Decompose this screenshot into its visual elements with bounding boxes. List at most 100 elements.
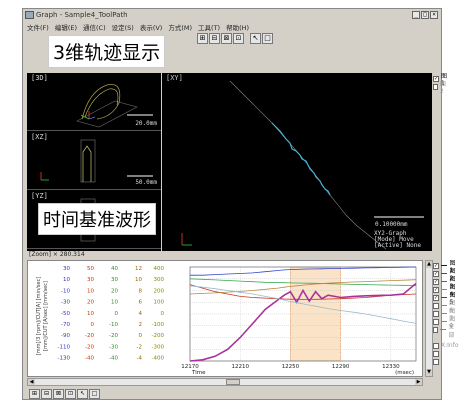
bottom-legend-label: 图4 <box>449 283 456 298</box>
pointer-icon[interactable]: ↖ <box>77 389 88 399</box>
scroll-left-icon[interactable]: ◀ <box>28 379 35 385</box>
y-tick-label: 10 <box>63 277 70 283</box>
menu-bar: 文件(F) 编辑(E) 通信(C) 设定(S) 表示(V) 方式(M) 工具(T… <box>23 21 441 32</box>
bottom-legend-item[interactable]: 图8 <box>433 316 459 330</box>
zoom-out-icon[interactable]: ⊟ <box>209 33 220 44</box>
y-tick-label: -10 <box>61 288 70 294</box>
main-trajectory-view[interactable]: [XY] 0.10000mm XY2-Graph [Mode] Move [Ac… <box>162 73 432 251</box>
fit-icon[interactable]: ⊡ <box>233 33 244 44</box>
callout-3d-trajectory: 3维轨迹显示 <box>48 35 166 68</box>
y-tick-label: 30 <box>87 277 94 283</box>
menu-help[interactable]: 帮助(H) <box>226 23 250 32</box>
bottom-legend-checkbox[interactable]: ✓ <box>433 278 439 285</box>
zoom-box-icon[interactable]: ⊠ <box>221 33 232 44</box>
menu-settings[interactable]: 设定(S) <box>111 23 134 32</box>
bottom-legend-checkbox[interactable] <box>433 350 439 357</box>
menu-file[interactable]: 文件(F) <box>27 23 49 32</box>
bottom-legend-checkbox[interactable] <box>433 318 439 325</box>
y-tick-label: 0 <box>161 311 165 317</box>
minimize-button[interactable]: _ <box>412 11 420 19</box>
scroll-thumb[interactable] <box>226 379 240 385</box>
x-tick-label: 12330 <box>382 364 400 370</box>
pointer-icon[interactable]: ↖ <box>250 33 261 44</box>
legend-swatch <box>441 280 448 283</box>
toolbar: ⊞ ⊟ ⊠ ⊡ ↖ □ <box>197 33 273 45</box>
bottom-legend-label: 图8 <box>449 315 456 330</box>
bottom-legend-item[interactable]: ✓ 图2 <box>433 268 459 282</box>
bottom-legend-label: 全部 <box>448 322 455 339</box>
y-tick-label: 50 <box>87 266 94 272</box>
bottom-legend-checkbox[interactable]: ✓ <box>433 286 439 293</box>
y-tick-label: 20 <box>111 288 118 294</box>
bottom-legend-checkbox[interactable] <box>433 302 439 309</box>
zoom-box-icon[interactable]: ⊠ <box>53 389 64 399</box>
y-tick-label: -70 <box>61 322 70 328</box>
time-waveform-chart[interactable]: 30 10 -10 -30 -50 -70 -90 -110 -130 50 30 10 20 10 0 -2… <box>27 260 423 377</box>
y-tick-label: 300 <box>154 277 165 283</box>
bottom-legend-item[interactable]: ✓ 图3 <box>433 276 459 290</box>
y-tick-label: -400 <box>152 356 165 362</box>
zoom-out-icon[interactable]: ⊟ <box>41 389 52 399</box>
menu-edit[interactable]: 编辑(E) <box>54 23 77 32</box>
bottom-legend-checkbox[interactable] <box>433 326 439 333</box>
bottom-legend-item[interactable] <box>433 350 459 357</box>
legend-swatch <box>441 264 448 267</box>
menu-view[interactable]: 表示(V) <box>139 23 163 32</box>
y-tick-label: 0 <box>115 311 119 317</box>
horizontal-scrollbar[interactable]: ◀ ▶ <box>27 378 423 386</box>
zoom-in-icon[interactable]: ⊞ <box>29 389 40 399</box>
y-tick-label: -300 <box>152 344 165 350</box>
bottom-legend-checkbox[interactable]: ✓ <box>433 294 439 301</box>
bottom-legend-checkbox[interactable] <box>433 310 439 317</box>
view-3d[interactable]: [3D] 20.0mm <box>27 73 161 131</box>
y-tick-label: 0 <box>139 333 143 339</box>
bottom-legend-item[interactable]: 图7 <box>433 308 459 322</box>
title-bar: Graph - Sample4_ToolPath _ □ × <box>23 9 441 21</box>
y-tick-label: 40 <box>111 266 118 272</box>
y-tick-label: 30 <box>111 277 118 283</box>
top-legend-checkbox[interactable] <box>433 83 438 90</box>
top-legend-item[interactable]: ✓ 图1 <box>433 73 447 87</box>
vertical-scrollbar[interactable]: ▲ ▼ <box>425 260 433 377</box>
series-line-2 <box>189 284 417 300</box>
bottom-legend-item[interactable]: 全部 <box>433 323 459 339</box>
series-line-1 <box>190 266 417 276</box>
menu-mode[interactable]: 方式(M) <box>168 23 193 32</box>
close-button[interactable]: × <box>430 11 438 19</box>
top-legend-checkbox[interactable]: ✓ <box>433 75 439 82</box>
view-xz[interactable]: [XZ] 50.0mm <box>27 132 161 190</box>
window-icon[interactable]: □ <box>262 33 273 44</box>
fit-icon[interactable]: ⊡ <box>65 389 76 399</box>
x-tick-label: 12170 <box>181 364 199 370</box>
menu-comm[interactable]: 通信(C) <box>83 23 106 32</box>
info-active: [Active] None <box>374 242 421 249</box>
bottom-legend-item[interactable]: ✓ 图5 <box>433 292 459 306</box>
y-tick-label: 100 <box>154 300 165 306</box>
bottom-legend-checkbox[interactable]: ✓ <box>433 270 439 277</box>
y-tick-label: -4 <box>137 356 143 362</box>
bottom-legend-item[interactable] <box>433 358 459 365</box>
bottom-legend-item[interactable]: ✓ 图1 <box>433 260 459 274</box>
menu-tools[interactable]: 工具(T) <box>198 23 221 32</box>
maximize-button[interactable]: □ <box>421 11 429 19</box>
bottom-legend-checkbox[interactable]: ✓ <box>433 262 439 269</box>
bottom-legend-item[interactable]: ✓ 图4 <box>433 284 459 298</box>
bottom-legend-item[interactable]: X:Info <box>433 342 459 349</box>
bottom-legend-label: 图5 <box>449 291 456 306</box>
scroll-right-icon[interactable]: ▶ <box>415 379 422 385</box>
scroll-up-icon[interactable]: ▲ <box>426 261 432 268</box>
view-yz-label: [YZ] <box>31 192 48 200</box>
legend-swatch <box>441 272 448 275</box>
bottom-legend-checkbox[interactable] <box>433 342 439 349</box>
y-tick-label: -30 <box>109 344 118 350</box>
y-tick-label: -100 <box>152 322 165 328</box>
top-legend-label: 图2 <box>439 80 446 95</box>
window-icon[interactable]: □ <box>89 389 100 399</box>
bottom-legend-item[interactable]: 图6 <box>433 300 459 314</box>
scroll-down-icon[interactable]: ▼ <box>426 369 432 376</box>
zoom-in-icon[interactable]: ⊞ <box>197 33 208 44</box>
bottom-legend-checkbox[interactable] <box>433 358 439 365</box>
top-legend-item[interactable]: 图2 <box>433 81 447 95</box>
callout-time-waveform: 时间基准波形 <box>38 203 156 235</box>
x-axis-unit: (msec) <box>395 370 414 376</box>
